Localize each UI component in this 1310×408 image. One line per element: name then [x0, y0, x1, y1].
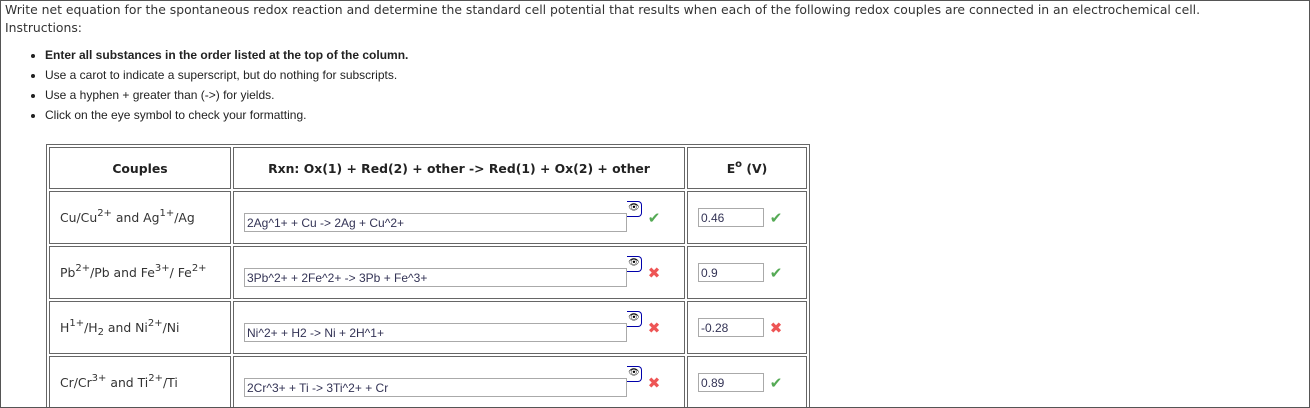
eye-icon[interactable]: 👁: [627, 201, 642, 217]
header-rxn: Rxn: Ox(1) + Red(2) + other -> Red(1) + …: [233, 147, 685, 189]
potential-cell: -0.28 ✖: [687, 301, 807, 354]
couple-text: /Ag: [174, 210, 195, 225]
rxn-cell: Ni^2+ + H2 -> Ni + 2H^1+👁 ✖: [233, 301, 685, 354]
rxn-input[interactable]: 2Cr^3+ + Ti -> 3Ti^2+ + Cr: [244, 378, 627, 397]
potential-input[interactable]: 0.9: [698, 263, 764, 282]
x-icon: ✖: [647, 373, 661, 392]
couple-text: and Ag: [111, 210, 160, 225]
header-e-sup: o: [735, 158, 743, 170]
check-icon: ✔: [647, 208, 661, 227]
potential-input[interactable]: 0.46: [698, 208, 764, 227]
instructions-label: Instructions:: [5, 20, 82, 35]
couple-text: /H: [84, 320, 98, 335]
table-row: Cu/Cu2+ and Ag1+/Ag 2Ag^1+ + Cu -> 2Ag + …: [49, 191, 807, 244]
couple-text: Pb: [60, 265, 76, 280]
x-icon: ✖: [647, 263, 661, 282]
couple-text: /Ni: [162, 320, 180, 335]
eye-icon[interactable]: 👁: [627, 366, 642, 382]
couple-text: 2+: [75, 263, 91, 274]
rxn-cell: 2Cr^3+ + Ti -> 3Ti^2+ + Cr👁 ✖: [233, 356, 685, 407]
check-icon: ✔: [769, 263, 783, 282]
couple-text: Cr/Cr: [60, 375, 92, 390]
check-icon: ✔: [769, 208, 783, 227]
table-row: Cr/Cr3+ and Ti2+/Ti 2Cr^3+ + Ti -> 3Ti^2+…: [49, 356, 807, 407]
couple-cell: Cu/Cu2+ and Ag1+/Ag: [49, 191, 231, 244]
question-text: Write net equation for the spontaneous r…: [5, 2, 1201, 17]
couple-text: 3+: [91, 373, 107, 384]
couple-text: 2+: [148, 373, 163, 384]
couple-text: /Ti: [163, 375, 178, 390]
instruction-item: Click on the eye symbol to check your fo…: [45, 105, 408, 125]
couple-text: 1+: [159, 208, 175, 219]
check-icon: ✔: [769, 373, 783, 392]
potential-cell: 0.46 ✔: [687, 191, 807, 244]
instructions-list: Enter all substances in the order listed…: [25, 45, 408, 125]
couple-cell: H1+/H2 and Ni2+/Ni: [49, 301, 231, 354]
instruction-item: Enter all substances in the order listed…: [45, 45, 408, 65]
instruction-item: Use a hyphen + greater than (->) for yie…: [45, 85, 408, 105]
couple-text: 2+: [147, 318, 163, 329]
couple-text: /Pb and Fe: [90, 265, 155, 280]
rxn-input[interactable]: 2Ag^1+ + Cu -> 2Ag + Cu^2+: [244, 213, 627, 232]
couple-text: 2+: [191, 263, 207, 274]
header-e-unit: (V): [742, 160, 768, 176]
couple-text: Cu/Cu: [60, 210, 98, 225]
potential-cell: 0.89 ✔: [687, 356, 807, 407]
couple-text: 2+: [97, 208, 112, 219]
potential-input[interactable]: -0.28: [698, 318, 764, 337]
table-row: H1+/H2 and Ni2+/Ni Ni^2+ + H2 -> Ni + 2H^…: [49, 301, 807, 354]
couple-text: H: [60, 320, 70, 335]
answer-table: Couples Rxn: Ox(1) + Red(2) + other -> R…: [46, 144, 810, 407]
rxn-cell: 2Ag^1+ + Cu -> 2Ag + Cu^2+👁 ✔: [233, 191, 685, 244]
rxn-input[interactable]: Ni^2+ + H2 -> Ni + 2H^1+: [244, 323, 627, 342]
couple-text: and Ni: [103, 320, 148, 335]
x-icon: ✖: [769, 318, 783, 337]
potential-input[interactable]: 0.89: [698, 373, 764, 392]
header-potential: Eo (V): [687, 147, 807, 189]
couple-text: / Fe: [169, 265, 192, 280]
couple-text: 3+: [154, 263, 170, 274]
eye-icon[interactable]: 👁: [627, 256, 642, 272]
potential-cell: 0.9 ✔: [687, 246, 807, 299]
rxn-input[interactable]: 3Pb^2+ + 2Fe^2+ -> 3Pb + Fe^3+: [244, 268, 627, 287]
eye-icon[interactable]: 👁: [627, 311, 642, 327]
instruction-item: Use a carot to indicate a superscript, b…: [45, 65, 408, 85]
header-e: E: [726, 160, 736, 176]
x-icon: ✖: [647, 318, 661, 337]
table-row: Pb2+/Pb and Fe3+/ Fe2+ 3Pb^2+ + 2Fe^2+ ->…: [49, 246, 807, 299]
couple-text: 1+: [69, 318, 85, 329]
rxn-cell: 3Pb^2+ + 2Fe^2+ -> 3Pb + Fe^3+👁 ✖: [233, 246, 685, 299]
couple-cell: Pb2+/Pb and Fe3+/ Fe2+: [49, 246, 231, 299]
header-couples: Couples: [49, 147, 231, 189]
couple-text: and Ti: [106, 375, 149, 390]
couple-text: 2: [97, 327, 104, 338]
couple-cell: Cr/Cr3+ and Ti2+/Ti: [49, 356, 231, 407]
